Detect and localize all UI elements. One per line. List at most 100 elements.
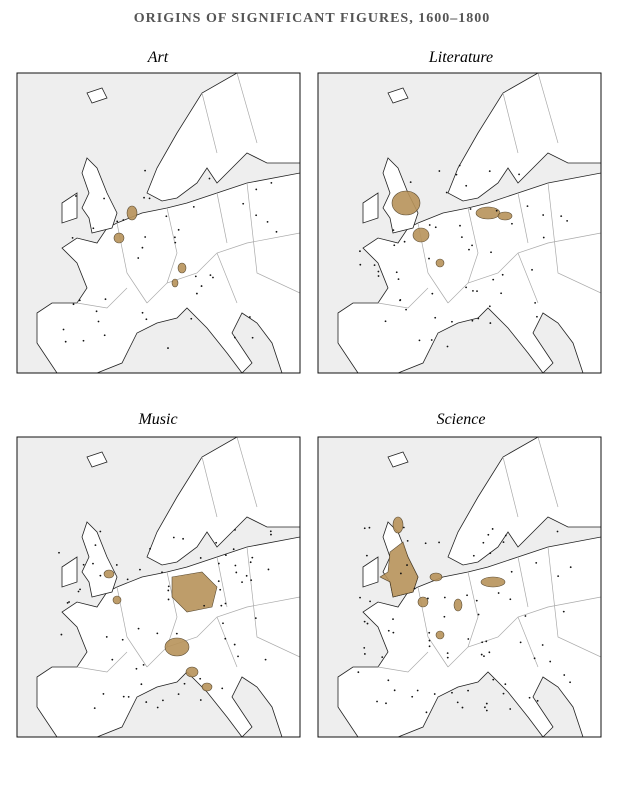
origin-dot [475,599,478,602]
origin-dot [492,678,495,681]
origin-dot [387,679,390,682]
origin-dot [62,328,65,331]
origin-dot [504,534,507,537]
origin-dot [251,556,254,559]
origin-dot [534,302,537,304]
origin-dot [542,214,545,216]
origin-dot [363,653,366,655]
origin-dot [122,219,125,221]
origin-dot [250,579,253,582]
origin-dot [183,682,186,685]
origin-dot [526,205,529,207]
origin-dot [359,596,361,599]
origin-dot [172,536,175,539]
origin-dot [255,214,258,217]
origin-dot [148,197,151,200]
origin-dot [509,598,512,601]
panel-title: Music [137,411,177,428]
origin-dot [199,699,202,701]
origin-dot [465,184,468,187]
origin-dot [219,588,222,591]
origin-dot [161,571,163,574]
origin-dot [141,311,144,314]
origin-dot [562,610,565,613]
origin-dot [504,683,507,686]
origin-dot [492,278,495,281]
origin-dot [471,244,473,247]
origin-dot [566,219,569,222]
origin-dot [569,681,571,684]
origin-dot [267,568,270,571]
origin-dot [254,617,257,620]
origin-dot [174,241,177,244]
origin-dot [416,689,419,692]
map-panel [17,437,300,737]
origin-dot [403,240,406,243]
origin-dot [406,539,409,542]
origin-dot [509,708,512,710]
origin-dot [368,526,371,529]
origin-dot [173,236,176,239]
origin-dot [145,701,148,703]
origin-dot [428,645,431,648]
origin-dot [115,564,118,566]
origin-dot [399,299,401,302]
origin-dot [557,575,560,578]
origin-dot [363,620,366,623]
origin-dot [489,322,492,324]
origin-dot [476,290,478,293]
origin-dot [144,236,147,238]
origin-dot [182,537,184,540]
origin-dot [156,632,159,635]
origin-dot [549,660,552,663]
origin-dot [451,691,453,694]
origin-dot [78,299,81,302]
origin-dot [363,527,366,530]
origin-dot [203,604,206,607]
origin-dot [264,658,267,661]
origin-dot [536,315,538,318]
origin-dot [75,195,77,197]
origin-dot [177,228,180,231]
origin-dot [102,693,105,695]
origin-dot [190,317,193,320]
origin-dot [477,613,480,616]
origin-dot [387,629,390,632]
origin-dot [192,205,195,208]
origin-dot [92,562,94,565]
origin-dot [402,526,405,529]
origin-dot [502,541,505,544]
origin-dot [99,574,102,577]
origin-dot [443,596,446,599]
origin-dot [235,571,238,574]
origin-dot [72,303,75,306]
origin-dot [497,592,500,594]
origin-dot [220,604,223,607]
origin-dot [451,320,453,323]
origin-dot [275,230,278,233]
origin-dot [137,627,140,630]
origin-dot [405,308,407,311]
origin-dot [175,632,178,635]
origin-dot [215,541,218,544]
origin-dot [99,530,102,533]
origin-dot [79,588,81,591]
origin-dot [426,597,429,600]
origin-dot [409,181,412,184]
origin-dot [377,270,380,273]
origin-dot [237,655,239,658]
origin-dot [144,169,146,172]
origin-dot [224,602,227,605]
origin-dot [140,683,143,686]
origin-dot [255,188,258,191]
origin-dot [399,572,402,575]
origin-dot [143,196,145,199]
origin-dot [103,334,106,337]
origin-dot [141,246,144,249]
origin-dot [469,208,472,210]
origin-dot [385,702,387,705]
origin-dot [460,236,463,239]
origin-dot [222,622,224,625]
map-panel [17,73,300,373]
origin-dot [563,674,566,676]
